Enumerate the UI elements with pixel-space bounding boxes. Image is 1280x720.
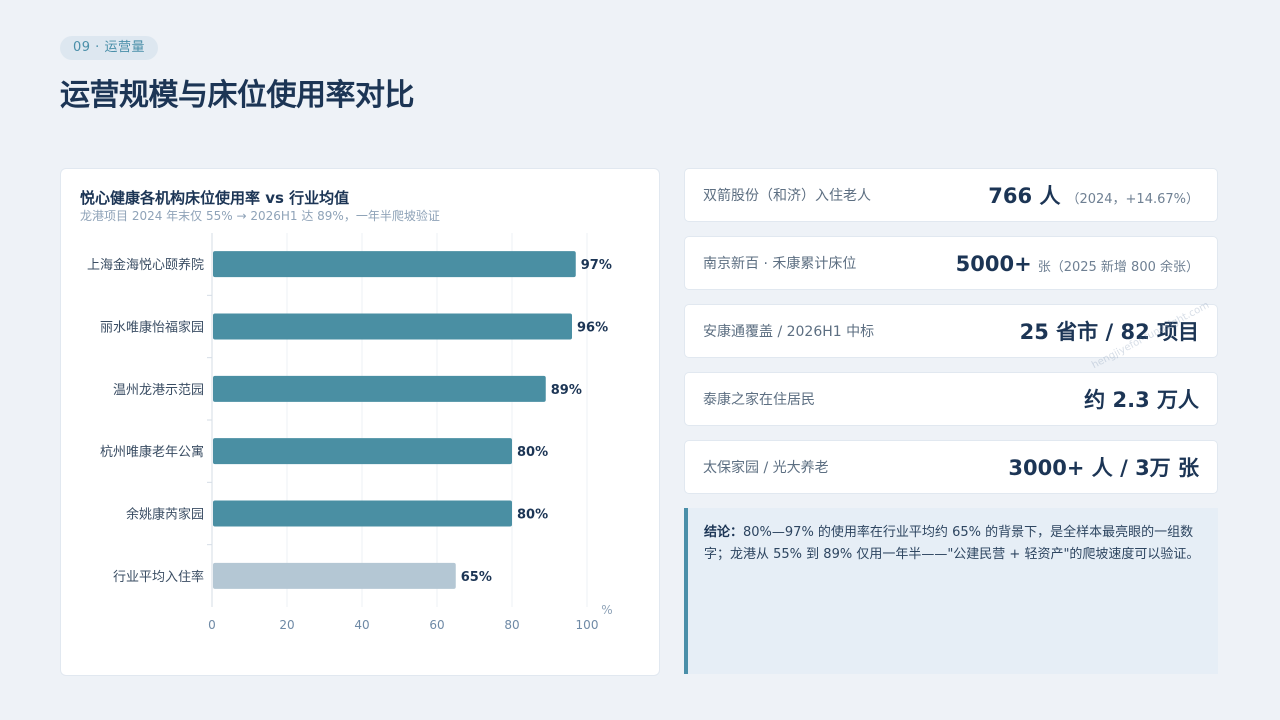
stat-card-nanjing: 南京新百 · 禾康累计床位 5000+ 张（2025 新增 800 余张） <box>684 236 1218 290</box>
stat-label: 泰康之家在住居民 <box>703 392 815 408</box>
stat-card-taibao: 太保家园 / 光大养老 3000+ 人 / 3万 张 <box>684 440 1218 494</box>
stat-card-shuangjian: 双箭股份（和济）入住老人 766 人 （2024，+14.67%） <box>684 168 1218 222</box>
stat-label: 双箭股份（和济）入住老人 <box>703 188 871 204</box>
value-label: 89% <box>551 383 582 398</box>
category-label: 上海金海悦心颐养院 <box>87 257 204 273</box>
x-tick-label: 100 <box>576 618 599 632</box>
stat-note: （2024，+14.67%） <box>1066 192 1199 207</box>
stat-value: 5000+ 张（2025 新增 800 余张） <box>956 237 1199 295</box>
value-label: 80% <box>517 445 548 460</box>
value-label: 97% <box>581 258 612 273</box>
stat-main-value: 约 2.3 万人 <box>1084 388 1199 412</box>
stat-main-value: 5000+ <box>955 252 1032 276</box>
stat-main-value: 3000+ 人 / 3万 张 <box>1008 456 1199 480</box>
page-title: 运营规模与床位使用率对比 <box>60 78 415 113</box>
chart-subtitle: 龙港项目 2024 年末仅 55% → 2026H1 达 89%，一年半爬坡验证 <box>80 209 440 223</box>
stat-value: 3000+ 人 / 3万 张 <box>1008 441 1199 497</box>
bar <box>213 438 512 465</box>
category-label: 余姚康芮家园 <box>126 507 204 523</box>
stat-value: 766 人 （2024，+14.67%） <box>988 169 1199 227</box>
value-label: 65% <box>461 570 492 585</box>
bar-chart: 上海金海悦心颐养院 97% 丽水唯康怡福家园 96% 温州龙港示范园 89% 杭州唯康老年公… <box>87 233 613 632</box>
stat-label: 南京新百 · 禾康累计床位 <box>703 256 857 272</box>
x-tick-label: 80 <box>504 618 519 632</box>
conclusion-text: 80%—97% 的使用率在行业平均约 65% 的背景下，是全样本最亮眼的一组数字… <box>704 525 1200 562</box>
conclusion-label: 结论： <box>704 525 744 540</box>
x-tick-label: 40 <box>354 618 369 632</box>
bar <box>213 313 572 340</box>
bar <box>213 500 512 527</box>
stat-card-ankangtong: 安康通覆盖 / 2026H1 中标 25 省市 / 82 项目 <box>684 304 1218 358</box>
stat-value: 约 2.3 万人 <box>1084 373 1199 429</box>
stat-card-taikang: 泰康之家在住居民 约 2.3 万人 <box>684 372 1218 426</box>
x-tick-label: 60 <box>429 618 444 632</box>
bar <box>213 375 546 402</box>
stat-value: 25 省市 / 82 项目 <box>1020 305 1199 361</box>
x-tick-label: 20 <box>279 618 294 632</box>
value-label: 80% <box>517 508 548 523</box>
stat-main-value: 25 省市 / 82 项目 <box>1019 320 1199 344</box>
stat-label: 太保家园 / 光大养老 <box>703 460 829 476</box>
conclusion-box: 结论：80%—97% 的使用率在行业平均约 65% 的背景下，是全样本最亮眼的一… <box>684 508 1218 674</box>
category-label: 丽水唯康怡福家园 <box>100 320 204 336</box>
section-tag: 09 · 运营量 <box>60 36 158 60</box>
x-axis-unit: % <box>601 603 612 617</box>
value-label: 96% <box>577 321 608 336</box>
category-label: 温州龙港示范园 <box>113 383 204 398</box>
benchmark-bar <box>213 562 456 589</box>
stat-main-value: 766 人 <box>988 184 1061 208</box>
category-label: 杭州唯康老年公寓 <box>100 444 204 460</box>
stat-label: 安康通覆盖 / 2026H1 中标 <box>703 324 875 340</box>
x-tick-label: 0 <box>208 618 216 632</box>
bar <box>213 251 576 278</box>
stat-note: 张（2025 新增 800 余张） <box>1037 260 1199 275</box>
chart-title: 悦心健康各机构床位使用率 vs 行业均值 <box>80 189 350 207</box>
category-label: 行业平均入住率 <box>113 569 204 585</box>
chart-card: 悦心健康各机构床位使用率 vs 行业均值 龙港项目 2024 年末仅 55% →… <box>60 168 660 676</box>
